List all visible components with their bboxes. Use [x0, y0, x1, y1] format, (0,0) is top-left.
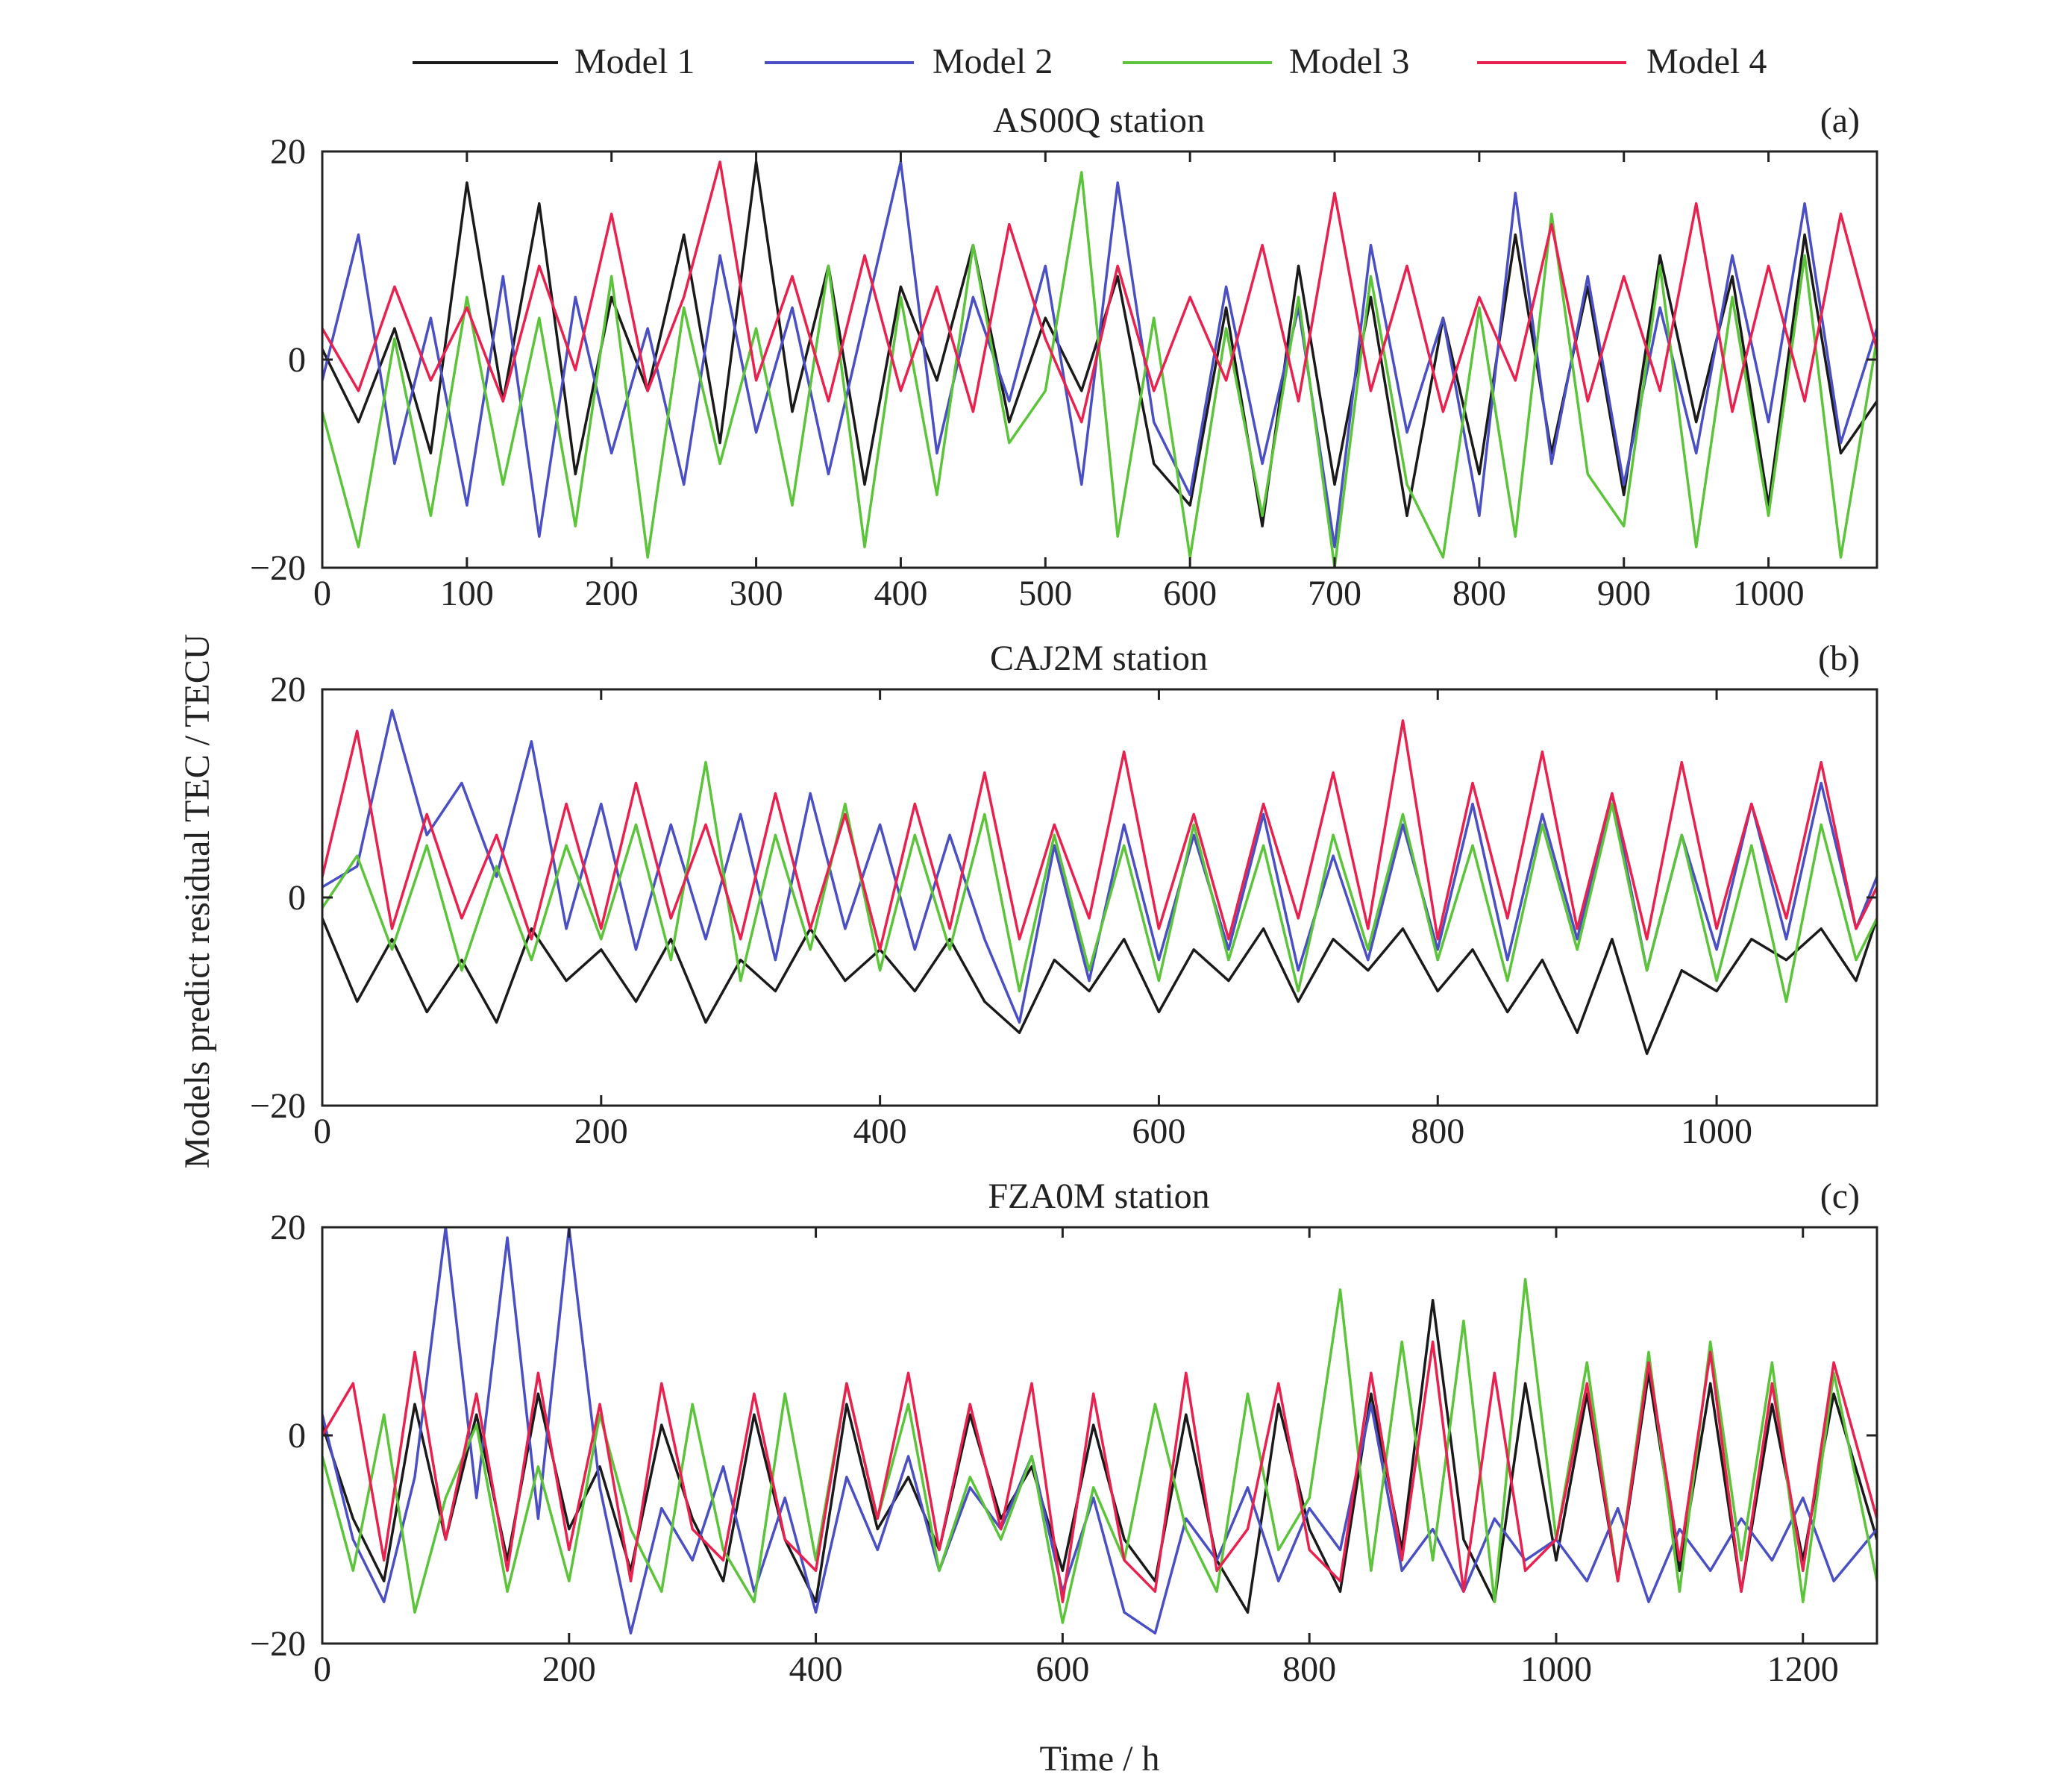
panel-a-ytick-label: 20	[270, 132, 306, 172]
panel-a-xtick-label: 200	[585, 574, 639, 613]
legend-entry-model-2: Model 2	[765, 42, 1053, 81]
panel-b-xtick-label: 400	[853, 1112, 907, 1151]
panel-c-ytick-label: 20	[270, 1208, 306, 1247]
panel-c-xtick-label: 600	[1035, 1650, 1089, 1689]
legend-entry-model-4: Model 4	[1477, 42, 1767, 81]
panel-a-xtick-label: 500	[1018, 574, 1072, 613]
panel-a-xtick-label: 0	[313, 574, 331, 613]
panel-c-yticks: −20 0 20	[250, 1208, 1877, 1664]
legend-entry-model-1: Model 1	[413, 42, 695, 81]
panel-a-line-model-3	[322, 171, 1877, 568]
panel-b-xtick-label: 200	[574, 1112, 628, 1151]
panel-c-xtick-label: 400	[789, 1650, 843, 1689]
panel-c-line-model-4	[322, 1340, 1877, 1603]
panel-b-line-model-1	[322, 918, 1877, 1056]
panel-b: CAJ2M station (b) 0 200 400 600 800 1000 −200…	[250, 639, 1878, 1151]
panel-a-xtick-label: 400	[874, 574, 927, 613]
panel-a-label: (a)	[1820, 101, 1860, 140]
panel-a-xtick-label: 600	[1163, 574, 1217, 613]
panel-b-xtick-label: 0	[313, 1112, 331, 1151]
legend-label-model-2: Model 2	[933, 42, 1053, 81]
panel-b-xtick-label: 1000	[1681, 1112, 1752, 1151]
legend-entry-model-3: Model 3	[1123, 42, 1409, 81]
panel-b-line-model-4	[322, 719, 1877, 951]
panel-a-line-model-4	[322, 160, 1877, 424]
panel-a-xtick-label: 1000	[1733, 574, 1805, 613]
panel-c-xticks: 0 200 400 600 800 1000 1200	[313, 1227, 1839, 1689]
panel-a-xtick-label: 700	[1308, 574, 1361, 613]
panel-c-ytick-label: −20	[250, 1624, 306, 1664]
legend-label-model-3: Model 3	[1289, 42, 1409, 81]
panel-a-xticks: 0 100 200 300 400 500 600 700 800 900 1000	[313, 151, 1805, 613]
panel-c-title: FZA0M station	[988, 1177, 1209, 1216]
panel-c-series	[322, 1227, 1877, 1635]
panel-b-ytick-label: 20	[270, 670, 306, 709]
panel-a-ytick-label: 0	[288, 340, 306, 380]
panel-b-label: (b)	[1818, 639, 1860, 678]
panel-a-xtick-label: 800	[1452, 574, 1506, 613]
legend-label-model-4: Model 4	[1646, 42, 1767, 81]
panel-c-ytick-label: 0	[288, 1416, 306, 1456]
panel-b-line-model-3	[322, 760, 1877, 1003]
panel-a-yticks: −20 0 20	[250, 132, 1877, 588]
panel-a-xtick-label: 300	[730, 574, 783, 613]
panel-a-xtick-label: 900	[1597, 574, 1651, 613]
panel-c-xtick-label: 200	[542, 1650, 596, 1689]
panel-b-ytick-label: −20	[250, 1086, 306, 1126]
panel-c-xtick-label: 1000	[1520, 1650, 1592, 1689]
panel-b-series	[322, 709, 1877, 1056]
panel-b-yticks: −20 0 20	[250, 670, 1877, 1126]
x-axis-label: Time / h	[1040, 1739, 1160, 1779]
panel-c-label: (c)	[1820, 1177, 1860, 1216]
panel-c: FZA0M station (c) 0 200 400 600 800 1000 1200 …	[250, 1177, 1878, 1689]
panel-a-title: AS00Q station	[993, 101, 1205, 140]
panel-c-xtick-label: 1200	[1767, 1650, 1839, 1689]
panel-c-frame	[321, 1226, 1878, 1645]
panel-a-series	[322, 160, 1877, 568]
panel-c-xtick-label: 0	[313, 1650, 331, 1689]
panel-c-line-model-2	[322, 1227, 1877, 1635]
panel-b-xtick-label: 600	[1132, 1112, 1185, 1151]
panel-b-title: CAJ2M station	[990, 639, 1208, 678]
panel-a: AS00Q station (a) 0 100 200 300 400 500 600 700…	[250, 101, 1878, 613]
panel-a-xtick-label: 100	[440, 574, 494, 613]
panel-b-xtick-label: 800	[1411, 1112, 1464, 1151]
panel-b-xticks: 0 200 400 600 800 1000	[313, 689, 1752, 1151]
panel-a-ytick-label: −20	[250, 548, 306, 588]
y-axis-label: Models predict residual TEC / TECU	[178, 634, 217, 1169]
panel-b-ytick-label: 0	[288, 878, 306, 918]
legend-label-model-1: Model 1	[574, 42, 695, 81]
panel-c-xtick-label: 800	[1282, 1650, 1336, 1689]
panel-a-line-model-2	[322, 160, 1877, 548]
legend: Model 1 Model 2 Model 3 Model 4	[413, 42, 1767, 81]
